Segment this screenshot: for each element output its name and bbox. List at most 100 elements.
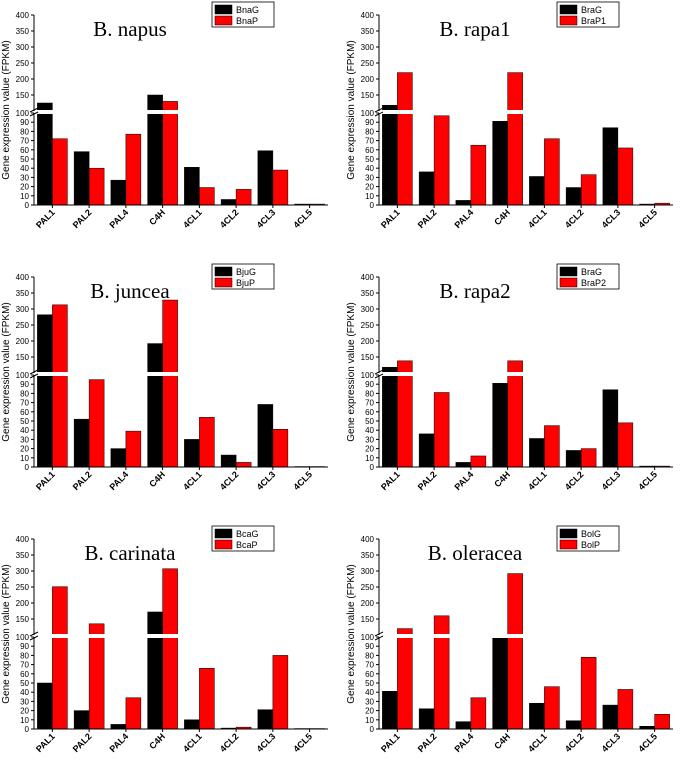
bar-BnaG-PAL2 <box>73 151 90 206</box>
bar-BcaG-PAL1 <box>37 682 53 730</box>
axis-break-band <box>30 110 328 114</box>
legend-label: BraG <box>581 267 602 277</box>
y-tick-label: 70 <box>20 661 29 670</box>
y-tick-label: 0 <box>370 463 375 472</box>
y-tick-label: 400 <box>16 535 30 544</box>
y-tick-label: 70 <box>365 399 374 408</box>
bar-BnaG-PAL4 <box>110 179 127 206</box>
bar-BraP1-4CL1 <box>544 138 560 206</box>
y-tick-label: 60 <box>20 146 29 155</box>
bar-BolP-4CL5 <box>654 714 670 730</box>
bar-BraG-PAL2 <box>418 433 435 468</box>
y-tick-label: 100 <box>16 109 30 118</box>
bar-BraP2-PAL4 <box>470 455 487 468</box>
bar-BraP1-PAL2 <box>433 115 450 206</box>
x-tick-label: PAL4 <box>107 731 130 754</box>
bar-BraP2-4CL3 <box>617 422 634 468</box>
bar-BolP-PAL2 <box>433 615 450 730</box>
bar-BjuP-PAL4 <box>125 430 142 468</box>
y-tick-label: 200 <box>16 599 30 608</box>
bar-BnaG-4CL3 <box>257 150 274 206</box>
legend-label: BolG <box>581 529 601 539</box>
y-tick-label: 150 <box>16 615 30 624</box>
y-axis-label: Gene expression value (FPKM) <box>1 40 12 180</box>
y-tick-label: 250 <box>16 583 30 592</box>
y-tick-label: 10 <box>20 192 29 201</box>
x-tick-label: 4CL2 <box>563 469 586 492</box>
y-tick-label: 90 <box>365 118 374 127</box>
y-tick-label: 80 <box>20 389 29 398</box>
y-tick-label: 90 <box>365 642 374 651</box>
bar-BraG-4CL1 <box>529 176 545 206</box>
bar-BnaP-PAL2 <box>88 167 105 206</box>
y-tick-label: 400 <box>16 273 30 282</box>
bar-BjuG-C4H <box>147 343 163 468</box>
y-tick-label: 80 <box>365 389 374 398</box>
x-tick-label: 4CL1 <box>181 731 204 754</box>
y-axis-label: Gene expression value (FPKM) <box>1 564 12 704</box>
bar-BraG-4CL2 <box>565 450 582 468</box>
bar-BraG-PAL1 <box>382 366 398 468</box>
chart-title: B. juncea <box>90 279 170 303</box>
y-tick-label: 300 <box>361 305 375 314</box>
bar-BcaG-4CL1 <box>184 719 200 730</box>
legend-swatch <box>559 528 578 539</box>
break-mark <box>374 635 384 641</box>
legend-swatch <box>559 4 578 15</box>
bar-BnaP-4CL3 <box>272 169 289 206</box>
break-mark <box>29 373 39 379</box>
y-tick-label: 70 <box>365 661 374 670</box>
legend-swatch <box>214 15 233 26</box>
y-tick-label: 40 <box>20 688 29 697</box>
bar-BraP1-4CL2 <box>580 174 597 206</box>
y-tick-label: 60 <box>365 146 374 155</box>
legend-swatch <box>559 266 578 277</box>
x-tick-label: PAL2 <box>416 469 439 492</box>
y-tick-label: 30 <box>365 697 374 706</box>
y-tick-label: 10 <box>20 454 29 463</box>
bar-BraG-4CL3 <box>602 389 619 468</box>
x-tick-label: C4H <box>147 207 167 227</box>
y-axis-label: Gene expression value (FPKM) <box>346 564 357 704</box>
y-tick-label: 250 <box>361 59 375 68</box>
legend-label: BjuG <box>236 267 256 277</box>
y-tick-label: 10 <box>20 716 29 725</box>
bar-BraP1-4CL3 <box>617 147 634 206</box>
bar-BraG-4CL3 <box>602 127 619 206</box>
bar-BjuP-C4H <box>162 299 178 468</box>
bar-BcaG-C4H <box>147 611 163 730</box>
legend-swatch <box>214 266 233 277</box>
y-tick-label: 30 <box>20 435 29 444</box>
chart-title: B. rapa2 <box>439 279 510 303</box>
bar-BraP2-4CL1 <box>544 425 560 468</box>
bar-BcaP-4CL1 <box>199 668 215 730</box>
bar-BjuG-4CL3 <box>257 404 274 468</box>
y-tick-label: 70 <box>365 137 374 146</box>
y-tick-label: 300 <box>16 305 30 314</box>
bar-BolP-4CL2 <box>580 656 597 730</box>
bar-group <box>382 360 670 468</box>
y-tick-label: 20 <box>365 707 374 716</box>
bar-group <box>382 573 670 730</box>
legend-label: BnaP <box>236 16 258 26</box>
y-tick-label: 250 <box>361 583 375 592</box>
x-tick-label: PAL4 <box>452 469 475 492</box>
y-tick-label: 350 <box>16 27 30 36</box>
x-tick-label: 4CL1 <box>526 731 549 754</box>
legend-label: BcaP <box>236 540 258 550</box>
y-tick-label: 60 <box>20 408 29 417</box>
y-axis-label: Gene expression value (FPKM) <box>346 302 357 442</box>
x-tick-label: 4CL2 <box>218 207 241 230</box>
y-tick-label: 300 <box>16 567 30 576</box>
x-tick-label: 4CL2 <box>218 731 241 754</box>
bar-BjuP-4CL3 <box>272 429 289 468</box>
legend-label: BolP <box>581 540 600 550</box>
y-tick-label: 80 <box>365 651 374 660</box>
chart-title: B. napus <box>93 17 167 41</box>
bar-BolG-4CL1 <box>529 702 545 730</box>
bar-BolP-4CL3 <box>617 689 634 730</box>
y-tick-label: 50 <box>365 417 374 426</box>
